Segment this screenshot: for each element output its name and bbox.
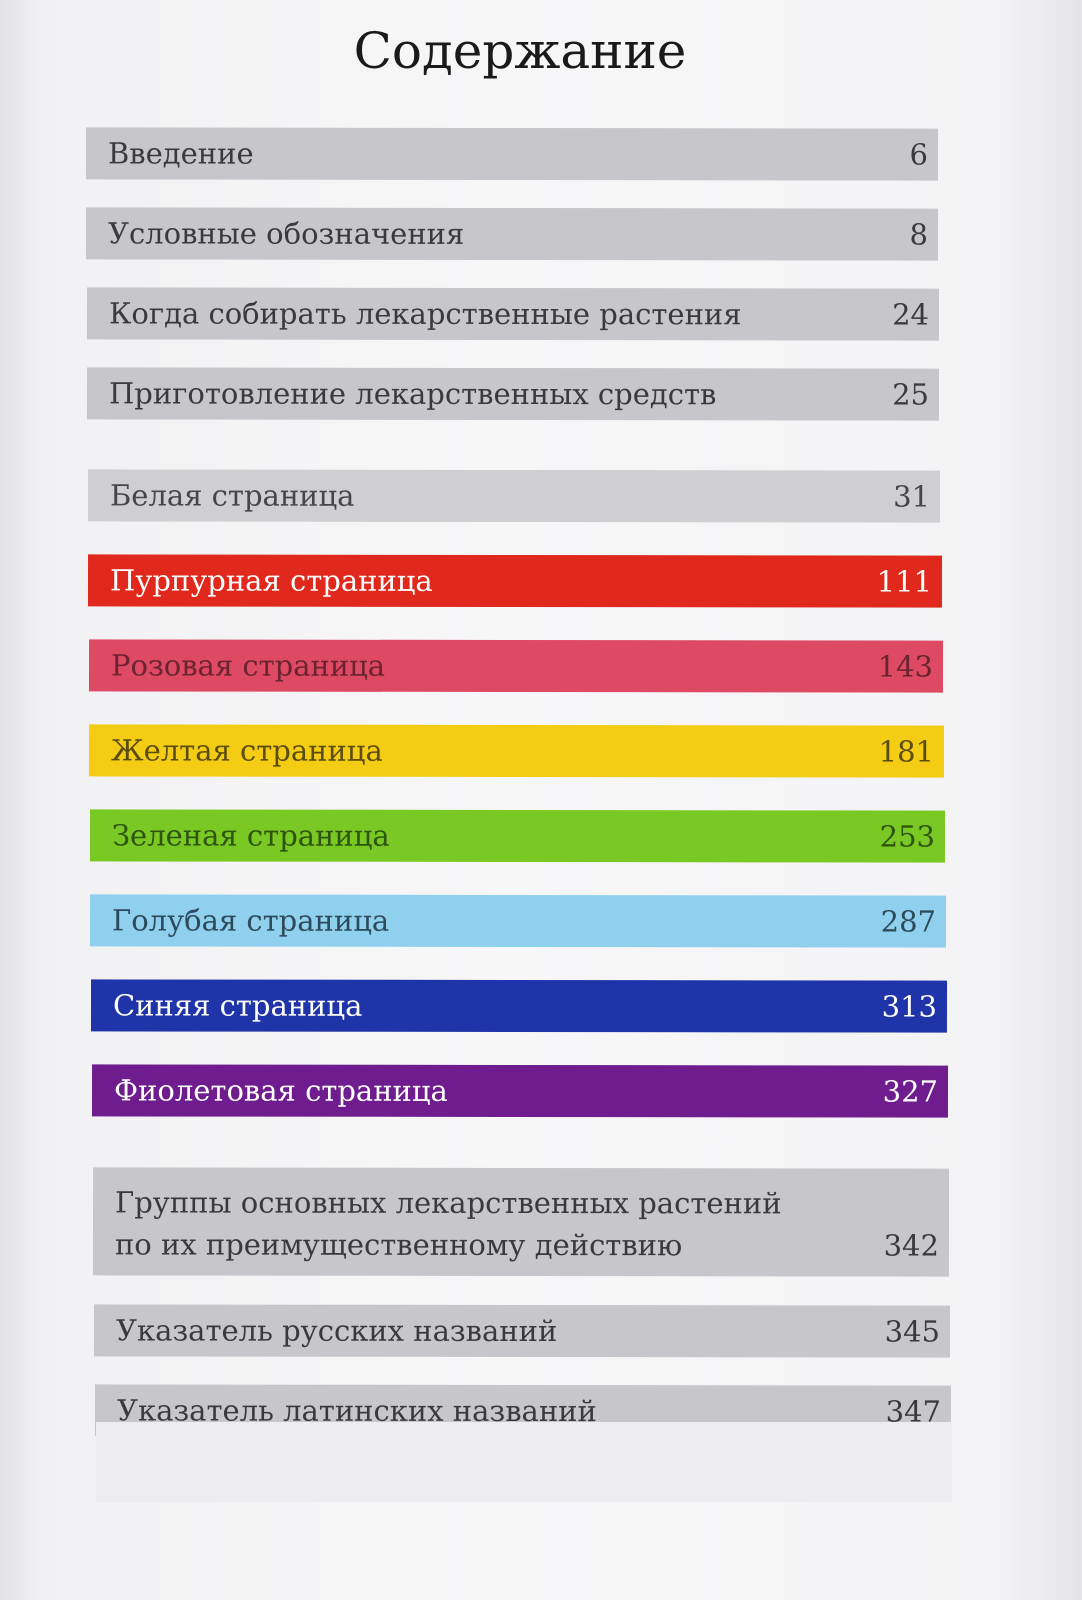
toc-entry-label-line2: по их преимущественному действию bbox=[114, 1227, 683, 1263]
toc-entry-page: 6 bbox=[909, 137, 929, 172]
toc-entry-label: Условные обозначения bbox=[107, 216, 465, 251]
toc-entry-label: Розовая страница bbox=[110, 648, 386, 683]
toc-entry-page: 313 bbox=[881, 989, 938, 1024]
toc-entry-legend[interactable]: Условные обозначения 8 bbox=[85, 207, 939, 261]
toc-entry-page: 327 bbox=[882, 1074, 939, 1109]
toc-entry-label: Фиолетовая страница bbox=[113, 1073, 448, 1108]
toc-entry-label: Приготовление лекарственных средств bbox=[108, 376, 717, 412]
toc-entry-crimson-page[interactable]: Пурпурная страница 111 bbox=[87, 554, 943, 608]
toc-entry-green-page[interactable]: Зеленая страница 253 bbox=[89, 809, 946, 863]
blank-panel bbox=[96, 1422, 952, 1502]
toc-entry-page: 25 bbox=[892, 377, 930, 412]
toc-entry-page: 31 bbox=[893, 479, 931, 514]
toc-entry-label: Введение bbox=[107, 136, 254, 171]
page-title: Содержание bbox=[353, 22, 687, 80]
toc-entry-label: Голубая страница bbox=[111, 903, 390, 938]
toc-entry-label: Пурпурная страница bbox=[109, 563, 433, 598]
toc-entry-label: Указатель русских названий bbox=[115, 1313, 558, 1349]
toc-entry-yellow-page[interactable]: Желтая страница 181 bbox=[88, 724, 945, 778]
toc-entry-page: 24 bbox=[892, 297, 930, 332]
toc-entry-page: 8 bbox=[909, 217, 929, 252]
toc-entry-page: 111 bbox=[876, 564, 933, 599]
toc-entry-label: Когда собирать лекарственные растения bbox=[108, 296, 742, 332]
toc-entry-white-page[interactable]: Белая страница 31 bbox=[87, 469, 941, 523]
toc-entry-page: 342 bbox=[883, 1228, 939, 1263]
toc-entry-blue-page[interactable]: Синяя страница 313 bbox=[90, 979, 948, 1033]
toc-entry-page: 287 bbox=[880, 904, 937, 939]
toc-entry-introduction[interactable]: Введение 6 bbox=[85, 127, 939, 181]
toc-entry-russian-index[interactable]: Указатель русских названий 345 bbox=[93, 1304, 951, 1358]
toc-entry-page: 345 bbox=[884, 1314, 941, 1349]
toc-entry-light-blue-page[interactable]: Голубая страница 287 bbox=[89, 894, 947, 948]
toc-entry-page: 143 bbox=[877, 649, 934, 684]
toc-entry-label-line1: Группы основных лекарственных растений bbox=[115, 1185, 782, 1221]
toc-entry-when-to-collect[interactable]: Когда собирать лекарственные растения 24 bbox=[86, 287, 940, 341]
toc-entry-page: 181 bbox=[878, 734, 935, 769]
toc-entry-label: Желтая страница bbox=[110, 733, 383, 768]
toc-entry-label: Группы основных лекарственных растений п… bbox=[115, 1181, 782, 1266]
toc-entry-plant-groups[interactable]: Группы основных лекарственных растений п… bbox=[92, 1167, 950, 1277]
toc-entry-pink-page[interactable]: Розовая страница 143 bbox=[88, 639, 944, 693]
toc-entry-label: Зеленая страница bbox=[111, 818, 390, 853]
toc-entry-page: 253 bbox=[879, 819, 936, 854]
toc-entry-label: Синяя страница bbox=[112, 988, 363, 1023]
toc-entry-label: Белая страница bbox=[109, 478, 355, 513]
toc-entry-preparation[interactable]: Приготовление лекарственных средств 25 bbox=[86, 367, 940, 421]
toc-entry-violet-page[interactable]: Фиолетовая страница 327 bbox=[91, 1064, 949, 1118]
